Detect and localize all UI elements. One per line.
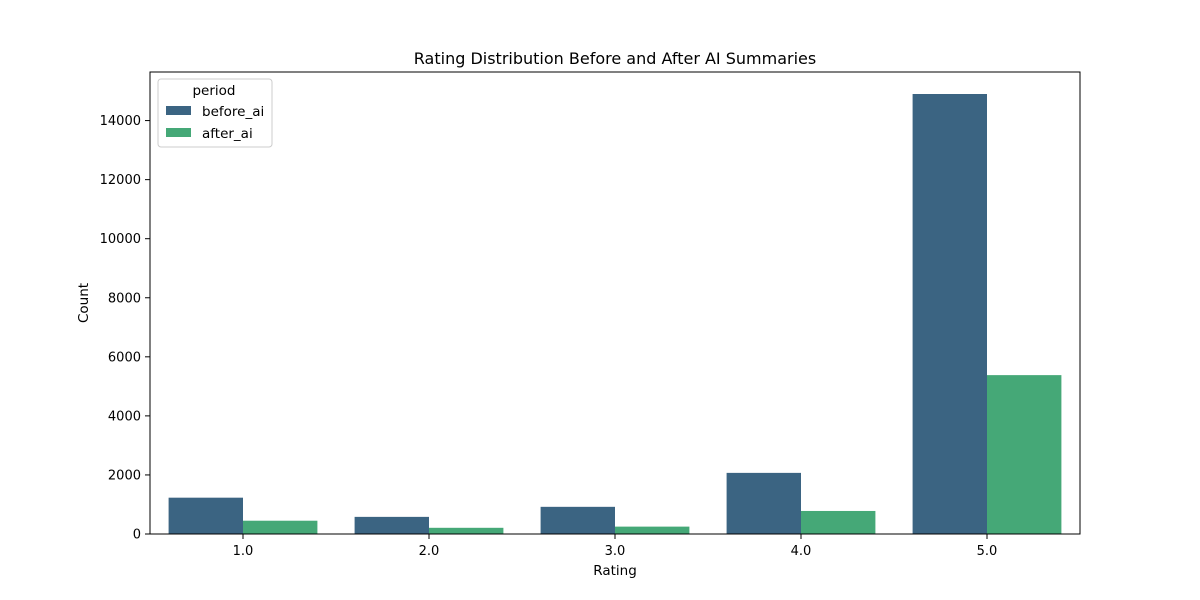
legend-label-after-ai: after_ai: [202, 126, 253, 142]
y-tick-label: 6000: [108, 350, 141, 365]
x-tick-label: 2.0: [419, 544, 440, 559]
bar-after-ai-2-0: [429, 527, 504, 534]
bar-before-ai-2-0: [354, 516, 429, 534]
x-tick-label: 3.0: [605, 544, 626, 559]
bar-after-ai-4-0: [801, 510, 876, 534]
bar-before-ai-4-0: [726, 472, 801, 534]
bar-after-ai-5-0: [987, 375, 1062, 534]
y-tick-label: 0: [133, 528, 141, 543]
x-tick-label: 4.0: [791, 544, 812, 559]
bar-before-ai-5-0: [912, 94, 987, 534]
bars-layer: [168, 94, 1062, 534]
legend-swatch-before-ai: [166, 106, 191, 115]
y-axis-label: Count: [76, 283, 92, 323]
legend-swatch-after-ai: [166, 128, 191, 137]
bar-before-ai-3-0: [540, 506, 615, 534]
y-axis-ticks: 0 2000 4000 6000 8000 10000 12000 14000: [100, 114, 150, 543]
bar-after-ai-1-0: [243, 520, 318, 534]
bar-after-ai-3-0: [615, 526, 690, 534]
x-axis-ticks: 1.0 2.0 3.0 4.0 5.0: [233, 534, 998, 559]
x-axis-label: Rating: [593, 563, 637, 579]
legend-title: period: [192, 83, 235, 99]
legend: period before_ai after_ai: [157, 78, 273, 148]
y-tick-label: 14000: [100, 114, 141, 129]
y-tick-label: 8000: [108, 291, 141, 306]
y-tick-label: 10000: [100, 232, 141, 247]
y-tick-label: 2000: [108, 468, 141, 483]
y-tick-label: 12000: [100, 173, 141, 188]
x-tick-label: 1.0: [233, 544, 254, 559]
x-tick-label: 5.0: [977, 544, 998, 559]
legend-label-before-ai: before_ai: [202, 104, 264, 120]
bar-before-ai-1-0: [168, 497, 243, 534]
y-tick-label: 4000: [108, 409, 141, 424]
chart-title: Rating Distribution Before and After AI …: [414, 49, 816, 68]
